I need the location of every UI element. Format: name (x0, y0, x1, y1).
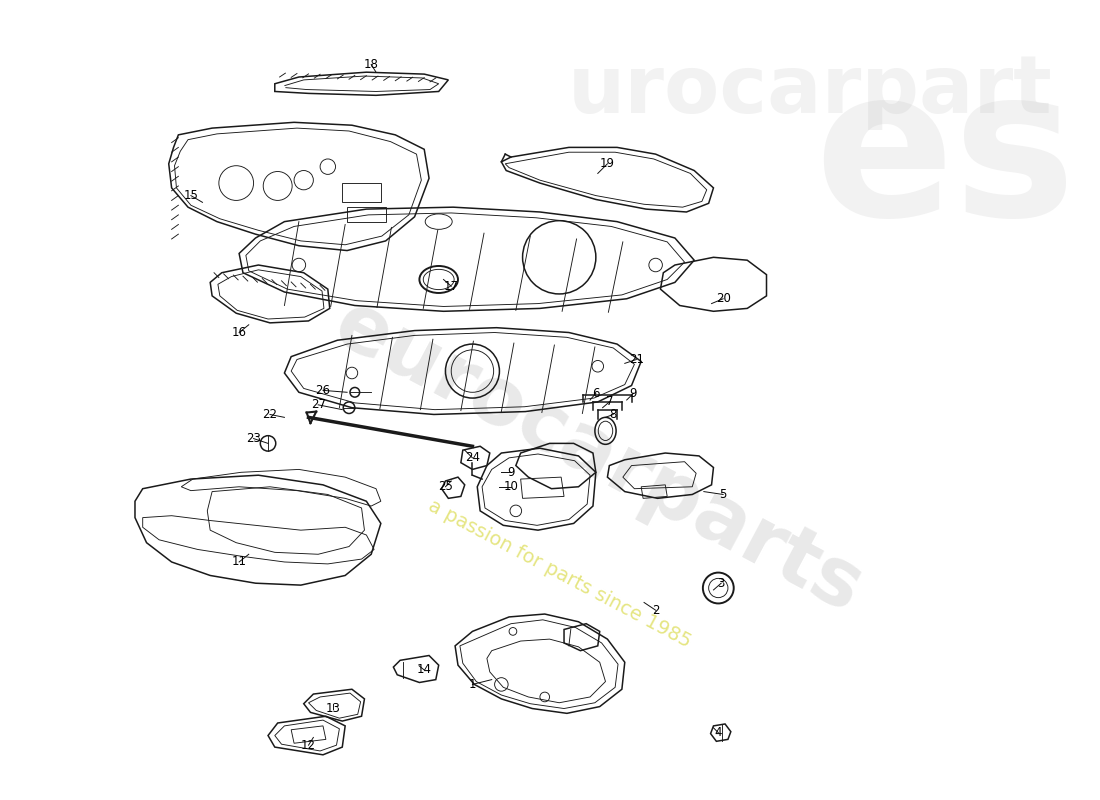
Text: 9: 9 (507, 466, 515, 479)
Text: 25: 25 (438, 480, 453, 494)
Text: 24: 24 (465, 451, 480, 464)
Text: 17: 17 (443, 280, 459, 293)
Text: 18: 18 (364, 58, 378, 71)
Text: 22: 22 (263, 408, 277, 421)
Text: 19: 19 (600, 158, 615, 170)
Text: 23: 23 (246, 432, 261, 445)
Text: 20: 20 (716, 292, 730, 306)
Text: a passion for parts since 1985: a passion for parts since 1985 (425, 496, 694, 651)
Text: 26: 26 (316, 384, 330, 397)
Text: 3: 3 (717, 577, 725, 590)
Text: 1: 1 (469, 678, 476, 691)
Text: 2: 2 (652, 604, 659, 617)
Text: 8: 8 (609, 408, 617, 421)
Text: 7: 7 (606, 395, 613, 409)
Text: 15: 15 (184, 189, 198, 202)
Text: 5: 5 (719, 488, 727, 501)
Text: 10: 10 (504, 480, 518, 494)
Text: 21: 21 (629, 353, 644, 366)
Text: 12: 12 (301, 738, 316, 752)
Text: 14: 14 (417, 663, 431, 677)
Text: 9: 9 (629, 386, 637, 400)
Text: 13: 13 (326, 702, 340, 715)
Text: urocarpart: urocarpart (568, 53, 1053, 130)
Text: es: es (814, 59, 1076, 259)
Text: 27: 27 (310, 398, 326, 411)
Text: 11: 11 (232, 555, 246, 569)
Text: 4: 4 (715, 726, 722, 739)
Text: 6: 6 (592, 386, 600, 400)
Text: eurocarparts: eurocarparts (320, 286, 876, 630)
Text: 16: 16 (232, 326, 246, 339)
